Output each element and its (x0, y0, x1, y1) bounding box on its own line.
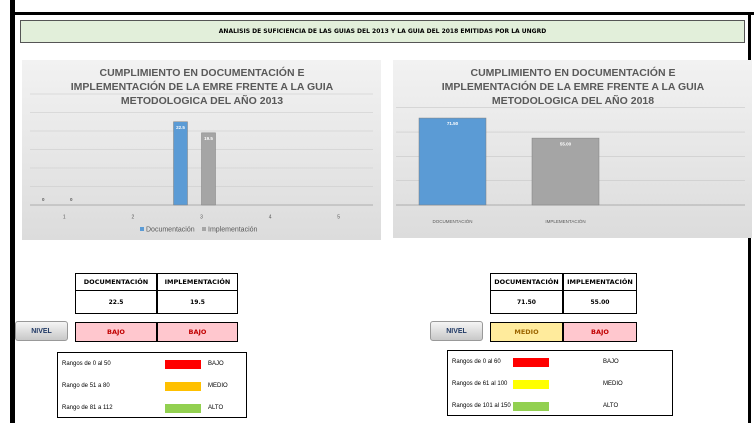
table-header: DOCUMENTACIÓN (75, 273, 157, 291)
range-swatch (165, 404, 201, 413)
header-title: ANALISIS DE SUFICIENCIA DE LAS GUIAS DEL… (20, 20, 745, 43)
frame (10, 12, 754, 15)
level-cell: BAJO (75, 322, 157, 342)
chart-title: CUMPLIMIENTO EN DOCUMENTACIÓN E IMPLEMEN… (70, 67, 334, 107)
value-label: 0 (70, 197, 73, 202)
range-swatch (513, 380, 549, 389)
x-tick-label: 3 (200, 214, 203, 220)
range-level: BAJO (208, 361, 224, 367)
bar (201, 132, 216, 206)
value-label: 22.5 (176, 125, 185, 130)
value-label: 19.5 (204, 136, 213, 141)
table-cell: 22.5 (75, 290, 157, 314)
chart: DOCUMENTACIÓN IMPLEMENTACIÓN 71.50 55.00 CU… (393, 60, 752, 238)
level-cell: BAJO (563, 322, 637, 342)
range-label: Rangos de 0 al 50 (62, 361, 111, 367)
range-label: Rango de 81 a 112 (62, 405, 113, 411)
range-swatch (513, 358, 549, 367)
bar (173, 121, 188, 206)
frame (10, 0, 15, 423)
bar (531, 137, 600, 206)
range-label: Rangos de 101 al 150 (452, 403, 511, 409)
bar (418, 117, 487, 206)
ranges-box: Rangos de 0 al 50 BAJO Rango de 51 a 80 MED… (57, 352, 247, 418)
plot: 1 2 3 4 5 0 22.5 0 19.5 Documentación Implementaci… (30, 93, 373, 233)
x-tick-label: 4 (269, 214, 272, 220)
table-cell: 55.00 (563, 290, 637, 314)
table-header: DOCUMENTACIÓN (490, 273, 563, 291)
level-cell: MEDIO (490, 322, 563, 342)
range-level: ALTO (208, 405, 224, 411)
nivel-button: NIVEL (15, 321, 68, 341)
plot: DOCUMENTACIÓN IMPLEMENTACIÓN 71.50 55.00 (396, 107, 745, 224)
range-level: MEDIO (603, 381, 623, 387)
range-label: Rangos de 0 al 60 (452, 359, 501, 365)
legend-swatch (202, 227, 206, 231)
range-level: BAJO (603, 359, 619, 365)
table-cell: 71.50 (490, 290, 563, 314)
legend-swatch (140, 227, 144, 231)
value-label: 55.00 (560, 141, 572, 146)
value-label: 0 (42, 197, 45, 202)
ranges-box: Rangos de 0 al 60 BAJO Rangos de 61 al 100… (447, 350, 673, 416)
range-swatch (165, 360, 201, 369)
x-tick-label: 1 (63, 214, 66, 220)
range-label: Rango de 51 a 80 (62, 383, 110, 389)
chart: 1 2 3 4 5 0 22.5 0 19.5 Documentación Implementaci… (22, 60, 381, 240)
x-tick-label: 2 (132, 214, 135, 220)
table-header: IMPLEMENTACIÓN (563, 273, 637, 291)
range-label: Rangos de 61 al 100 (452, 381, 508, 387)
range-swatch (165, 382, 201, 391)
nivel-button: NIVEL (430, 321, 483, 341)
chart-title: CUMPLIMIENTO EN DOCUMENTACIÓN E IMPLEMEN… (441, 67, 705, 107)
x-tick-label: DOCUMENTACIÓN (433, 218, 473, 224)
x-tick-label: 5 (337, 214, 340, 220)
x-tick-label: IMPLEMENTACIÓN (545, 218, 585, 224)
table-cell: 19.5 (157, 290, 238, 314)
value-label: 71.50 (447, 121, 459, 126)
range-level: MEDIO (208, 383, 228, 389)
range-level: ALTO (603, 403, 619, 409)
range-swatch (513, 402, 549, 411)
legend-label: Documentación (146, 226, 195, 233)
table-header: IMPLEMENTACIÓN (157, 273, 238, 291)
legend-label: Implementación (208, 226, 258, 233)
level-cell: BAJO (157, 322, 238, 342)
